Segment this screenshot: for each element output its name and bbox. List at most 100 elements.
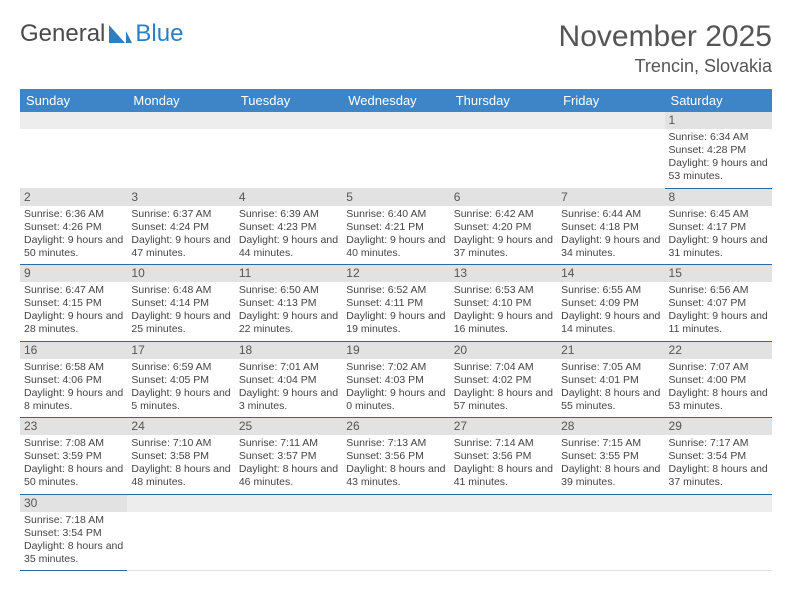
day-number: 10 xyxy=(127,265,234,282)
day-number: 21 xyxy=(557,342,664,359)
sunrise-line: Sunrise: 7:13 AM xyxy=(346,437,445,450)
sunrise-line: Sunrise: 7:18 AM xyxy=(24,514,123,527)
sunset-line: Sunset: 3:56 PM xyxy=(346,450,445,463)
day-number: 14 xyxy=(557,265,664,282)
daylight-line: Daylight: 9 hours and 19 minutes. xyxy=(346,310,445,336)
sunrise-line: Sunrise: 6:52 AM xyxy=(346,284,445,297)
daylight-line: Daylight: 9 hours and 53 minutes. xyxy=(669,157,768,183)
calendar-cell: 18Sunrise: 7:01 AMSunset: 4:04 PMDayligh… xyxy=(235,341,342,418)
location: Trencin, Slovakia xyxy=(559,56,772,77)
sunrise-line: Sunrise: 7:05 AM xyxy=(561,361,660,374)
sunrise-line: Sunrise: 6:47 AM xyxy=(24,284,123,297)
calendar-cell: 26Sunrise: 7:13 AMSunset: 3:56 PMDayligh… xyxy=(342,418,449,495)
daylight-line: Daylight: 9 hours and 28 minutes. xyxy=(24,310,123,336)
daylight-line: Daylight: 9 hours and 31 minutes. xyxy=(669,234,768,260)
day-number: 25 xyxy=(235,418,342,435)
daylight-line: Daylight: 9 hours and 25 minutes. xyxy=(131,310,230,336)
day-number: 27 xyxy=(450,418,557,435)
calendar-week: 2Sunrise: 6:36 AMSunset: 4:26 PMDaylight… xyxy=(20,188,772,265)
day-number: 5 xyxy=(342,189,449,206)
calendar-cell: 15Sunrise: 6:56 AMSunset: 4:07 PMDayligh… xyxy=(665,265,772,342)
calendar-cell: 28Sunrise: 7:15 AMSunset: 3:55 PMDayligh… xyxy=(557,418,664,495)
calendar-cell: 2Sunrise: 6:36 AMSunset: 4:26 PMDaylight… xyxy=(20,188,127,265)
sunrise-line: Sunrise: 6:42 AM xyxy=(454,208,553,221)
calendar-cell xyxy=(127,494,234,571)
page-title: November 2025 xyxy=(559,20,772,54)
calendar-cell: 13Sunrise: 6:53 AMSunset: 4:10 PMDayligh… xyxy=(450,265,557,342)
sunset-line: Sunset: 4:15 PM xyxy=(24,297,123,310)
daylight-line: Daylight: 8 hours and 48 minutes. xyxy=(131,463,230,489)
sunrise-line: Sunrise: 6:58 AM xyxy=(24,361,123,374)
day-header: Saturday xyxy=(665,89,772,112)
calendar-cell xyxy=(557,494,664,571)
calendar-cell: 6Sunrise: 6:42 AMSunset: 4:20 PMDaylight… xyxy=(450,188,557,265)
sunrise-line: Sunrise: 6:36 AM xyxy=(24,208,123,221)
daylight-line: Daylight: 9 hours and 44 minutes. xyxy=(239,234,338,260)
day-number: 29 xyxy=(665,418,772,435)
daylight-line: Daylight: 9 hours and 16 minutes. xyxy=(454,310,553,336)
daylight-line: Daylight: 9 hours and 11 minutes. xyxy=(669,310,768,336)
day-number: 26 xyxy=(342,418,449,435)
daylight-line: Daylight: 9 hours and 0 minutes. xyxy=(346,387,445,413)
calendar-cell: 19Sunrise: 7:02 AMSunset: 4:03 PMDayligh… xyxy=(342,341,449,418)
sunset-line: Sunset: 4:21 PM xyxy=(346,221,445,234)
day-number: 12 xyxy=(342,265,449,282)
sunset-line: Sunset: 4:11 PM xyxy=(346,297,445,310)
calendar-cell: 30Sunrise: 7:18 AMSunset: 3:54 PMDayligh… xyxy=(20,494,127,571)
sunset-line: Sunset: 3:54 PM xyxy=(24,527,123,540)
sunset-line: Sunset: 3:56 PM xyxy=(454,450,553,463)
sunset-line: Sunset: 4:13 PM xyxy=(239,297,338,310)
daylight-line: Daylight: 8 hours and 57 minutes. xyxy=(454,387,553,413)
day-header: Monday xyxy=(127,89,234,112)
calendar-cell xyxy=(450,112,557,188)
day-header: Tuesday xyxy=(235,89,342,112)
sunset-line: Sunset: 3:57 PM xyxy=(239,450,338,463)
sunset-line: Sunset: 4:17 PM xyxy=(669,221,768,234)
sunset-line: Sunset: 3:58 PM xyxy=(131,450,230,463)
daylight-line: Daylight: 9 hours and 34 minutes. xyxy=(561,234,660,260)
sunrise-line: Sunrise: 7:07 AM xyxy=(669,361,768,374)
day-number: 17 xyxy=(127,342,234,359)
calendar-week: 16Sunrise: 6:58 AMSunset: 4:06 PMDayligh… xyxy=(20,341,772,418)
sunrise-line: Sunrise: 6:39 AM xyxy=(239,208,338,221)
calendar-cell xyxy=(450,494,557,571)
sunset-line: Sunset: 3:55 PM xyxy=(561,450,660,463)
day-number: 19 xyxy=(342,342,449,359)
sunrise-line: Sunrise: 6:45 AM xyxy=(669,208,768,221)
calendar-week: 9Sunrise: 6:47 AMSunset: 4:15 PMDaylight… xyxy=(20,265,772,342)
sunset-line: Sunset: 3:54 PM xyxy=(669,450,768,463)
sunrise-line: Sunrise: 6:44 AM xyxy=(561,208,660,221)
day-number: 28 xyxy=(557,418,664,435)
calendar-cell: 9Sunrise: 6:47 AMSunset: 4:15 PMDaylight… xyxy=(20,265,127,342)
day-number: 24 xyxy=(127,418,234,435)
calendar-cell xyxy=(342,112,449,188)
calendar-cell: 5Sunrise: 6:40 AMSunset: 4:21 PMDaylight… xyxy=(342,188,449,265)
day-number: 22 xyxy=(665,342,772,359)
sunrise-line: Sunrise: 6:50 AM xyxy=(239,284,338,297)
daylight-line: Daylight: 8 hours and 37 minutes. xyxy=(669,463,768,489)
daylight-line: Daylight: 9 hours and 47 minutes. xyxy=(131,234,230,260)
sunset-line: Sunset: 4:02 PM xyxy=(454,374,553,387)
day-number: 11 xyxy=(235,265,342,282)
sunset-line: Sunset: 4:03 PM xyxy=(346,374,445,387)
day-header: Wednesday xyxy=(342,89,449,112)
daylight-line: Daylight: 9 hours and 50 minutes. xyxy=(24,234,123,260)
logo-text-1: General xyxy=(20,20,105,48)
sunrise-line: Sunrise: 6:34 AM xyxy=(669,131,768,144)
calendar-cell: 27Sunrise: 7:14 AMSunset: 3:56 PMDayligh… xyxy=(450,418,557,495)
sunset-line: Sunset: 4:00 PM xyxy=(669,374,768,387)
calendar-cell: 16Sunrise: 6:58 AMSunset: 4:06 PMDayligh… xyxy=(20,341,127,418)
sunset-line: Sunset: 3:59 PM xyxy=(24,450,123,463)
day-header: Sunday xyxy=(20,89,127,112)
calendar-cell: 12 Sunrise: 6:52 AMSunset: 4:11 PMDayligh… xyxy=(342,265,449,342)
sunset-line: Sunset: 4:14 PM xyxy=(131,297,230,310)
calendar-cell xyxy=(20,112,127,188)
day-number: 8 xyxy=(665,189,772,206)
sunrise-line: Sunrise: 6:55 AM xyxy=(561,284,660,297)
sunset-line: Sunset: 4:07 PM xyxy=(669,297,768,310)
sunset-line: Sunset: 4:05 PM xyxy=(131,374,230,387)
calendar-cell: 11Sunrise: 6:50 AMSunset: 4:13 PMDayligh… xyxy=(235,265,342,342)
daylight-line: Daylight: 8 hours and 46 minutes. xyxy=(239,463,338,489)
logo-text-2: Blue xyxy=(135,20,183,48)
sunset-line: Sunset: 4:10 PM xyxy=(454,297,553,310)
